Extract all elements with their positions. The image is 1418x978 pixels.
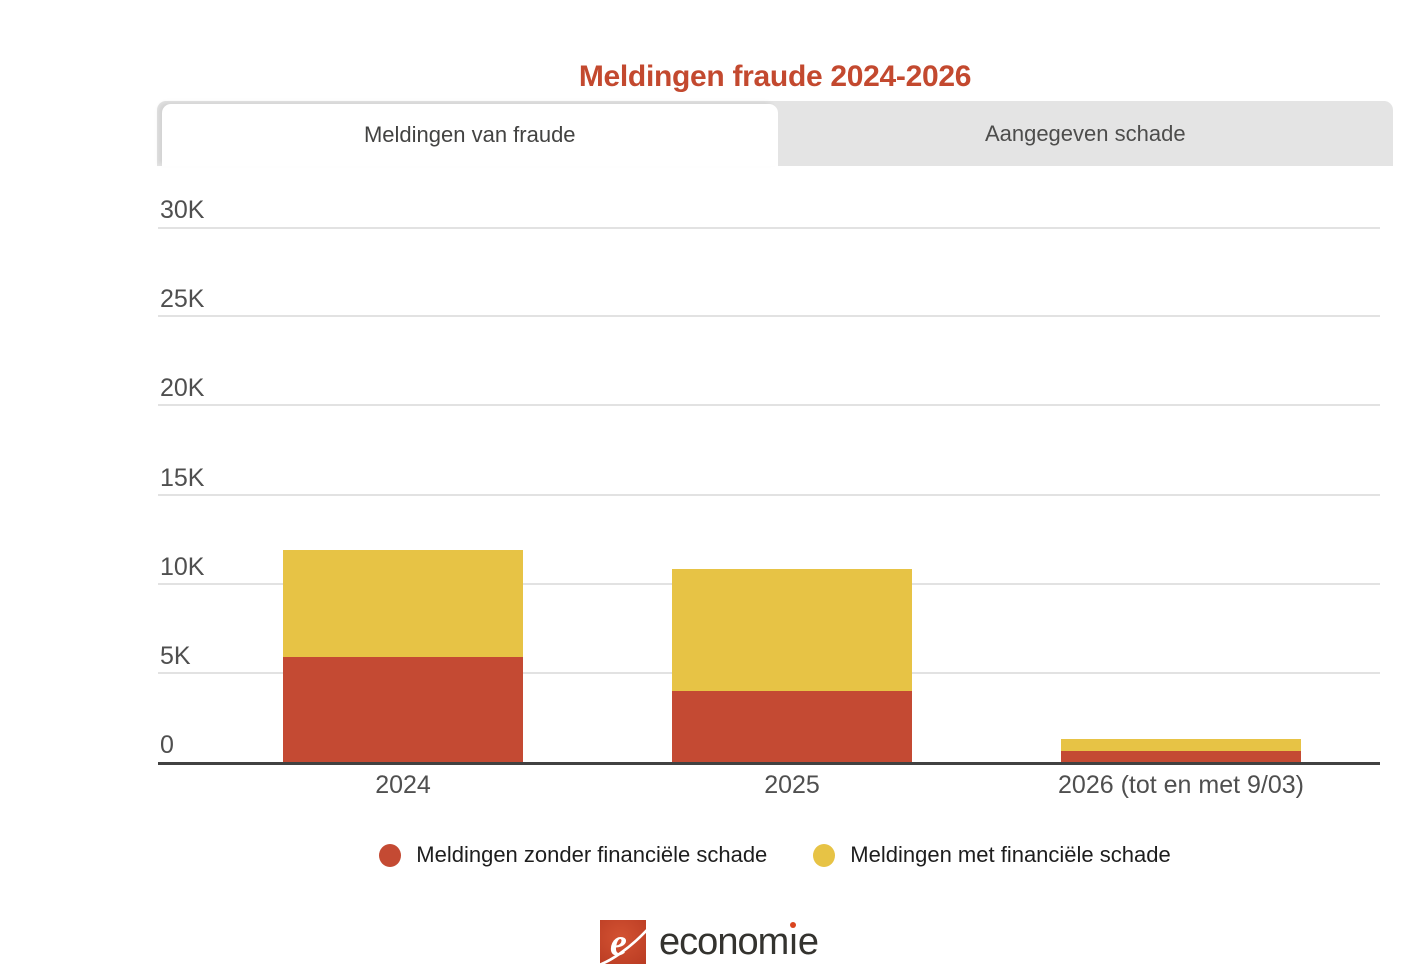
tab-aangegeven-schade[interactable]: Aangegeven schade: [778, 101, 1394, 166]
bar-2026-met-schade[interactable]: [1061, 738, 1301, 752]
legend-item-zonder-schade[interactable]: Meldingen zonder financiële schade: [379, 842, 767, 868]
x-axis-line: [158, 762, 1380, 765]
y-axis-label-25K: 25K: [160, 285, 205, 314]
tab-label: Aangegeven schade: [984, 120, 1186, 146]
tab-meldingen-van-fraude[interactable]: Meldingen van fraude: [162, 104, 778, 166]
economie-logo-icon: e: [600, 920, 647, 964]
economie-logo[interactable]: e economı e: [0, 918, 1418, 966]
bar-2025-met-schade[interactable]: [672, 569, 912, 691]
economie-logo-text: economı e: [659, 921, 819, 963]
svg-text:e: e: [610, 922, 627, 964]
chart-plot-area: 30K 25K 20K 15K 10K 5K 0: [158, 197, 1380, 765]
y-axis-label-5K: 5K: [160, 641, 191, 670]
gridline-20K: [158, 404, 1380, 407]
legend-label: Meldingen zonder financiële schade: [416, 842, 768, 867]
legend-dot-icon: [379, 843, 402, 867]
y-axis-label-20K: 20K: [160, 374, 205, 403]
logo-i-dot: [790, 922, 797, 928]
x-axis-label-2025: 2025: [764, 771, 820, 799]
legend-dot-icon: [813, 843, 836, 867]
gridline-15K: [158, 493, 1380, 496]
gridline-25K: [158, 315, 1380, 318]
y-axis-label-0: 0: [160, 731, 174, 759]
tab-bar: Meldingen van fraude Aangegeven schade: [157, 101, 1393, 166]
tab-label: Meldingen van fraude: [363, 122, 576, 147]
y-axis-label-30K: 30K: [160, 196, 205, 224]
bar-2026-zonder-schade[interactable]: [1061, 751, 1301, 762]
bar-2025-zonder-schade[interactable]: [672, 690, 912, 762]
y-axis-label-15K: 15K: [160, 463, 205, 492]
gridline-30K: [158, 227, 1380, 229]
x-axis-label-2024: 2024: [375, 771, 431, 799]
x-axis-label-2026: 2026 (tot en met 9/03): [1058, 771, 1304, 799]
bar-2024-zonder-schade[interactable]: [283, 656, 523, 762]
legend-item-met-schade[interactable]: Meldingen met financiële schade: [813, 842, 1171, 868]
bar-2024-met-schade[interactable]: [283, 549, 523, 657]
legend-label: Meldingen met financiële schade: [850, 842, 1171, 867]
page-title: Meldingen fraude 2024-2026: [578, 60, 972, 93]
chart-legend: Meldingen zonder financiële schade Meldin…: [157, 842, 1393, 868]
y-axis-label-10K: 10K: [160, 552, 205, 581]
